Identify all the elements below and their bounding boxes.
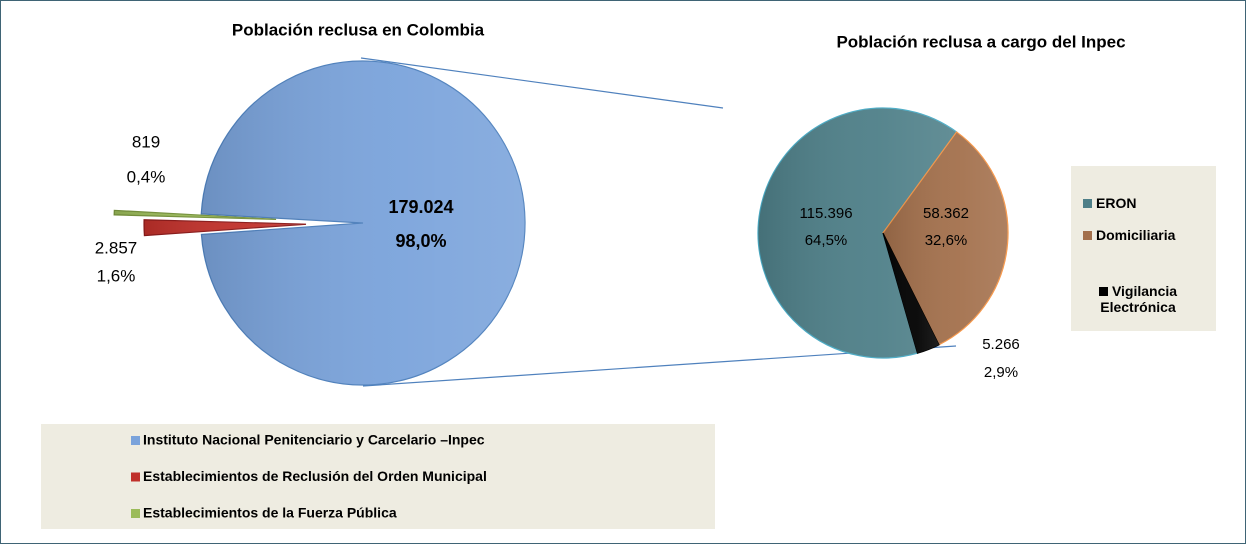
legend-box xyxy=(41,424,715,529)
data-label: 32,6% xyxy=(925,232,968,249)
legend-label: Vigilancia Electrónica xyxy=(1100,283,1178,315)
legend-label: Establecimientos de Reclusión del Orden … xyxy=(143,468,487,484)
data-label: 2,9% xyxy=(984,364,1018,381)
data-label: 179.024 xyxy=(388,197,453,217)
legend-swatch xyxy=(131,436,140,445)
legend-swatch xyxy=(1083,231,1092,240)
legend-swatch xyxy=(1083,199,1092,208)
legend-swatch xyxy=(1098,287,1108,296)
legend-label: Instituto Nacional Penitenciario y Carce… xyxy=(143,432,485,448)
legend-entry: Domiciliaria xyxy=(1083,227,1207,243)
data-label: 0,4% xyxy=(127,167,166,186)
legend-box xyxy=(1071,166,1216,331)
data-label: 115.396 xyxy=(799,205,852,222)
legend-swatch xyxy=(131,509,140,518)
chart-title: Población reclusa a cargo del Inpec xyxy=(836,32,1125,51)
data-label: 819 xyxy=(132,132,160,151)
data-label: 64,5% xyxy=(805,232,848,249)
legend-label: Domiciliaria xyxy=(1096,227,1176,243)
legend-swatch xyxy=(131,472,140,482)
data-label: 2.857 xyxy=(95,238,138,257)
data-label: 98,0% xyxy=(395,231,446,251)
legend-label: ERON xyxy=(1096,195,1137,211)
legend-label: Establecimientos de la Fuerza Pública xyxy=(143,505,397,521)
chart-title: Población reclusa en Colombia xyxy=(232,20,485,39)
legend-entry: Vigilancia Electrónica xyxy=(1083,283,1193,315)
data-label: 58.362 xyxy=(923,205,969,222)
data-label: 1,6% xyxy=(97,266,136,285)
data-label: 5.266 xyxy=(982,336,1020,353)
legend-entry: ERON xyxy=(1083,195,1207,211)
